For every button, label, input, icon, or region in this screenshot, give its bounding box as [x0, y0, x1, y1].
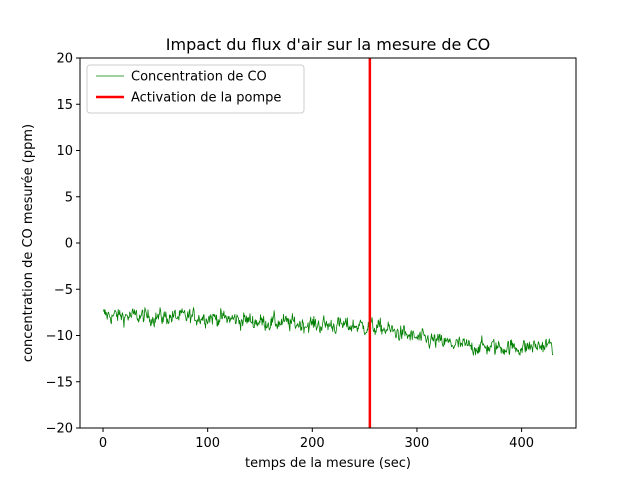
y-tick-label: 0: [65, 237, 73, 252]
legend: Concentration de CO Activation de la pom…: [86, 64, 305, 114]
x-tick-label: 0: [99, 436, 107, 451]
x-tick-label: 200: [300, 436, 325, 451]
y-tick-label: 5: [65, 190, 73, 205]
legend-box: [86, 64, 305, 114]
legend-pump-label: Activation de la pompe: [131, 91, 281, 106]
y-tick-label: 10: [56, 144, 73, 159]
x-tick-label: 100: [195, 436, 220, 451]
co-concentration-line: [102, 307, 554, 356]
y-axis: −20 −15 −10 −5 0 5 10 15 20: [46, 52, 80, 437]
x-tick-label: 300: [405, 436, 430, 451]
y-tick-label: −15: [46, 375, 73, 390]
x-axis-label: temps de la mesure (sec): [245, 456, 411, 471]
x-tick-label: 400: [509, 436, 534, 451]
legend-co-label: Concentration de CO: [131, 70, 267, 85]
y-axis-label: concentration de CO mesurée (ppm): [21, 124, 36, 362]
y-tick-label: −20: [46, 422, 73, 437]
y-tick-label: −5: [54, 283, 73, 298]
y-tick-label: 20: [56, 52, 73, 67]
y-tick-label: 15: [56, 98, 73, 113]
x-axis: 0 100 200 300 400: [99, 428, 534, 451]
y-tick-label: −10: [46, 329, 73, 344]
chart-title: Impact du flux d'air sur la mesure de CO: [166, 35, 490, 54]
plot-area: [102, 58, 554, 428]
